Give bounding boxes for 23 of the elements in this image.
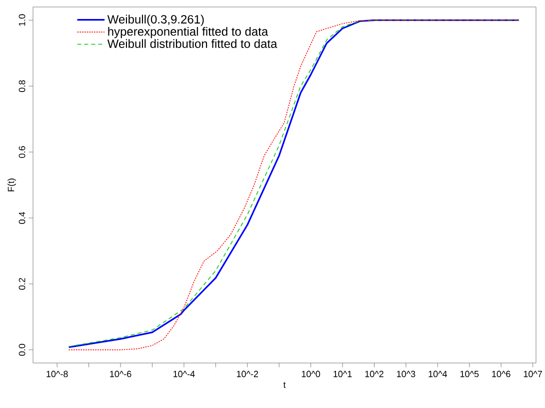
legend-label: Weibull distribution fitted to data bbox=[107, 39, 278, 48]
y-tick-label: 0.4 bbox=[18, 212, 26, 224]
x-tick-label: 10^-8 bbox=[46, 370, 68, 378]
x-tick-label: 10^3 bbox=[397, 370, 416, 378]
x-tick-label: 10^4 bbox=[428, 370, 448, 378]
y-tick-label: 0.0 bbox=[18, 344, 26, 356]
x-tick-label: 10^-2 bbox=[236, 370, 258, 378]
y-tick-label: 0.6 bbox=[18, 146, 26, 158]
x-tick-label: 10^1 bbox=[334, 370, 352, 378]
x-tick-label: 10^-4 bbox=[174, 370, 195, 378]
x-tick-label: 10^7 bbox=[524, 370, 542, 378]
y-tick-label: 0.2 bbox=[18, 278, 26, 290]
x-tick-label: 10^-6 bbox=[110, 370, 132, 378]
y-tick-label: 1.0 bbox=[18, 14, 26, 26]
x-tick-label: 10^2 bbox=[365, 370, 384, 378]
y-axis-title: F(t) bbox=[8, 178, 16, 192]
x-axis-title: t bbox=[283, 382, 286, 388]
x-tick-label: 10^5 bbox=[460, 370, 479, 378]
x-tick-label: 10^6 bbox=[492, 370, 510, 378]
legend-label: hyperexponential fitted to data bbox=[108, 26, 268, 38]
legend-label: Weibull(0.3,9.261) bbox=[107, 14, 204, 26]
x-tick-label: 10^0 bbox=[302, 370, 320, 378]
y-tick-label: 0.8 bbox=[18, 80, 26, 92]
